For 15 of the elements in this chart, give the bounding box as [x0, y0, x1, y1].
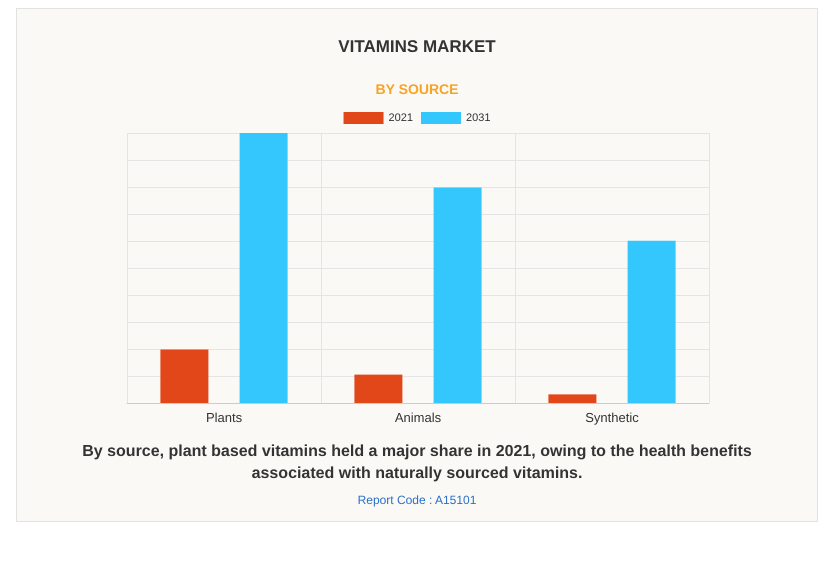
bar — [240, 133, 288, 403]
chart-title: VITAMINS MARKET — [338, 37, 496, 56]
bar — [548, 394, 596, 403]
bar — [160, 350, 208, 403]
bar — [354, 374, 402, 403]
x-tick-label: Plants — [206, 410, 243, 425]
bar — [628, 240, 676, 403]
legend-label: 2021 — [388, 112, 414, 124]
chart-subtitle: BY SOURCE — [376, 81, 458, 97]
text: By source, plant based vitamins held a major share in 2021, owing to the health benefits associated with naturally sourced vitamins. — [81, 442, 753, 484]
x-tick-label: Animals — [394, 410, 442, 425]
text: Report Code : A15101 — [356, 493, 478, 509]
x-tick-label: Synthetic — [585, 410, 640, 425]
legend-label: 2031 — [466, 112, 490, 124]
bar — [434, 188, 482, 403]
